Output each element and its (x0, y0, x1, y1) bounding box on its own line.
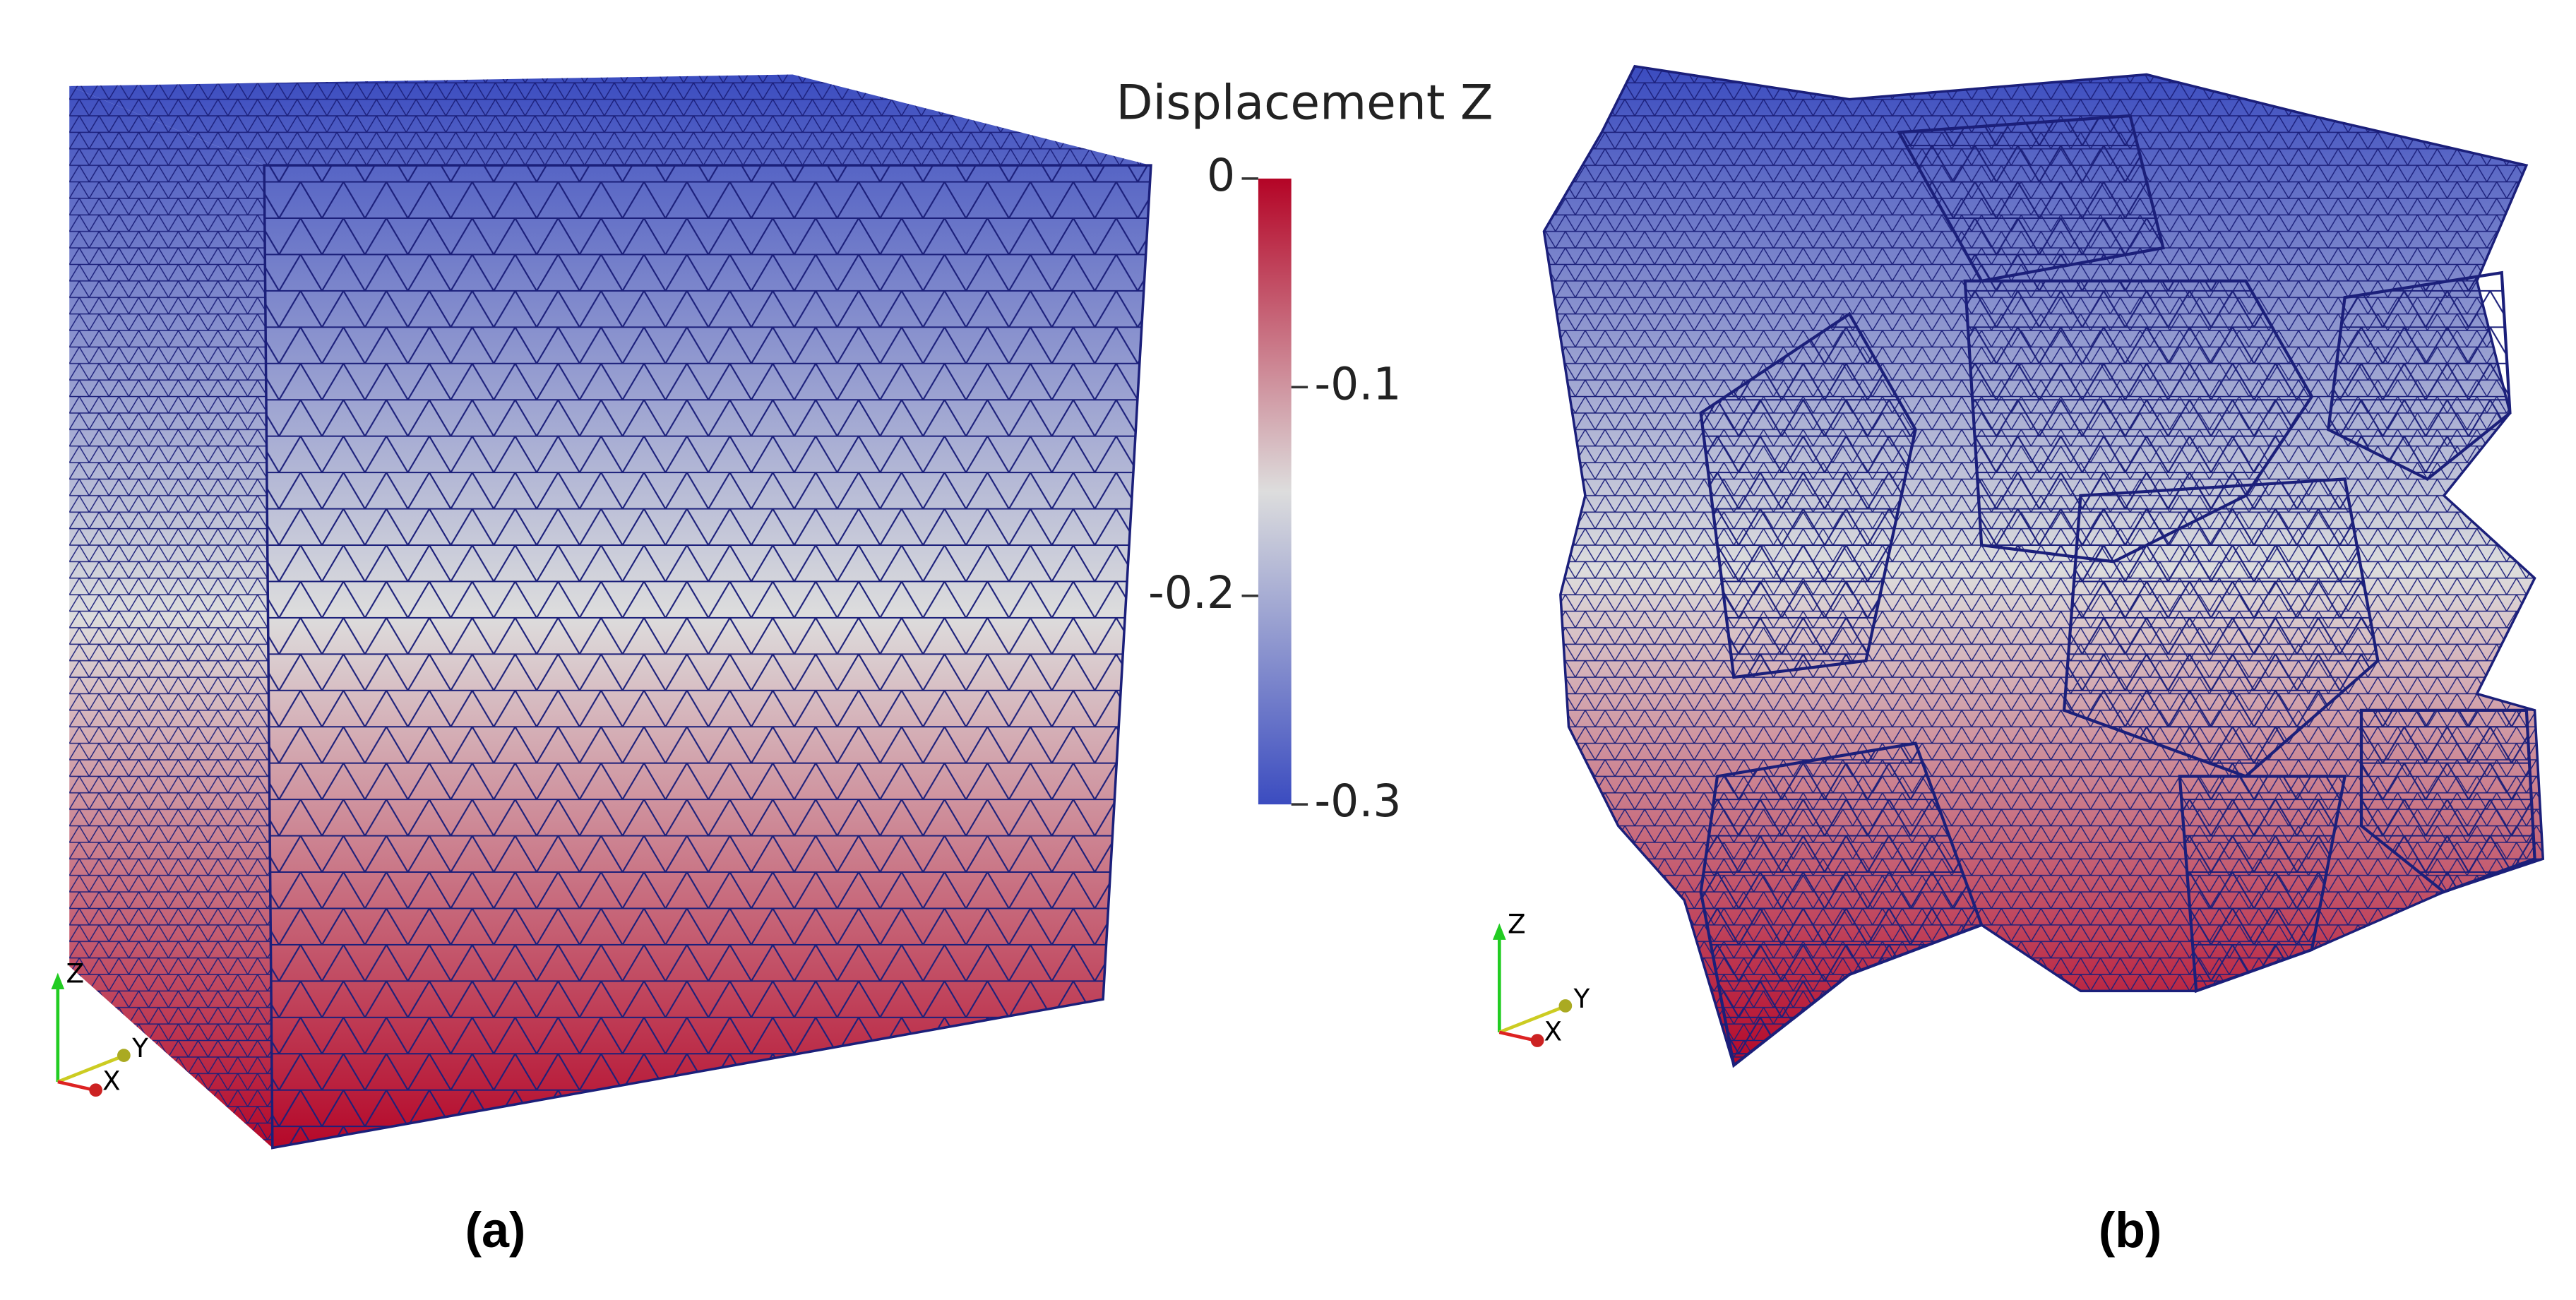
axes-triad: Z Y X (51, 958, 148, 1097)
tick-label: -0.1 (1314, 357, 1401, 410)
fragments (1542, 64, 2545, 1068)
tick-label: -0.3 (1314, 775, 1401, 827)
tick-label: 0 (1207, 149, 1235, 201)
axes-triad: Z Y X (1492, 909, 1590, 1047)
panel-label: (a) (465, 1202, 526, 1258)
axis-label: Y (131, 1032, 148, 1063)
colorbar-title: Displacement Z (1116, 75, 1493, 131)
panel-label: (b) (2099, 1202, 2162, 1258)
axis-label: Y (1573, 983, 1590, 1014)
colorbar: Displacement Z 0 -0.1 -0.2 -0.3 (1116, 75, 1493, 828)
axis-label: X (102, 1066, 121, 1097)
tick-label: -0.2 (1148, 566, 1235, 619)
axis-label: Z (1508, 909, 1526, 940)
colorbar-bar (1258, 178, 1292, 805)
axis-label: Z (66, 958, 85, 989)
cube (69, 74, 1152, 1150)
axis-label: X (1544, 1016, 1562, 1047)
